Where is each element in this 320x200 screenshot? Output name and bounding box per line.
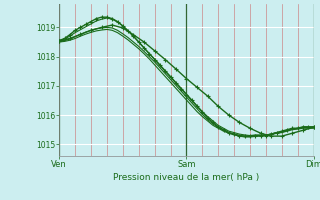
X-axis label: Pression niveau de la mer( hPa ): Pression niveau de la mer( hPa ) [113,173,260,182]
